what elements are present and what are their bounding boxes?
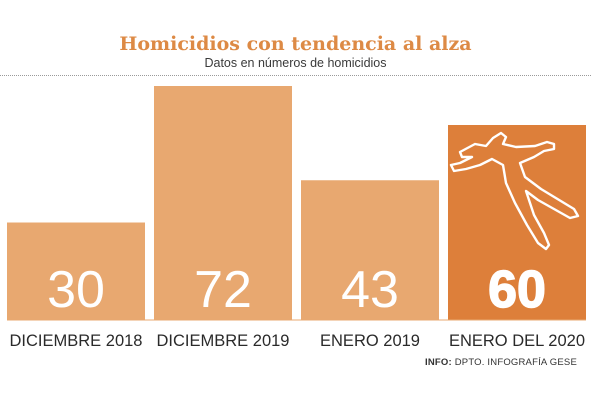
category-label-2: DICIEMBRE 2019 xyxy=(157,332,290,350)
chart-subtitle: Datos en números de homicidios xyxy=(204,56,387,70)
body-outline-icon xyxy=(449,131,580,251)
data-label-3: 43 xyxy=(341,261,399,319)
source-text: DPTO. INFOGRAFÍA GESE xyxy=(454,357,577,368)
bar-1 xyxy=(7,222,145,320)
top-divider xyxy=(0,75,591,76)
chart-title: Homicidios con tendencia al alza xyxy=(119,33,472,55)
category-label-4: ENERO DEL 2020 xyxy=(449,332,585,350)
source-credit: INFO: DPTO. INFOGRAFÍA GESE xyxy=(425,357,577,368)
source-label: INFO: xyxy=(425,357,452,368)
bar-3 xyxy=(301,180,439,320)
category-label-3: ENERO 2019 xyxy=(320,332,420,350)
data-label-2: 72 xyxy=(194,261,252,319)
bar-2 xyxy=(154,86,292,320)
category-label-1: DICIEMBRE 2018 xyxy=(10,332,143,350)
data-label-1: 30 xyxy=(47,261,105,319)
data-label-4: 60 xyxy=(488,261,546,319)
